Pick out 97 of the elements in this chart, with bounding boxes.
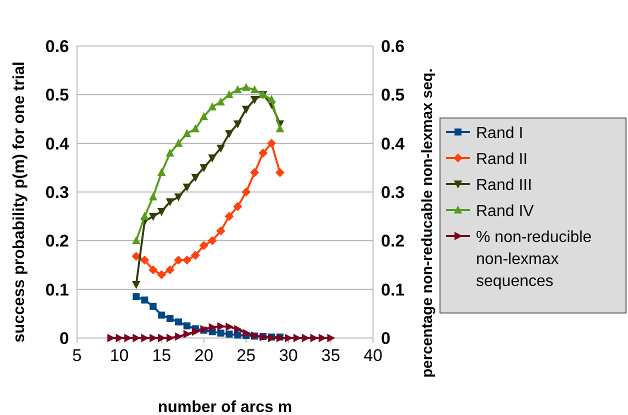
y-tick-label: 0 [60,329,69,348]
point [148,212,158,221]
point [216,97,225,106]
x-axis-title: number of arcs m [158,399,292,415]
point [150,302,157,310]
y-tick-label: 0.2 [45,232,69,251]
point [157,208,166,216]
point [266,138,276,148]
point [166,334,175,342]
point [208,154,217,162]
point [242,106,250,114]
point [200,164,208,172]
point [233,120,242,128]
point [250,96,259,104]
point [158,312,166,319]
point [183,330,192,338]
point [191,124,200,132]
y-axis-title: success probability p(m) for one trial [11,62,28,342]
point [234,332,242,339]
x-tick-label: 5 [72,346,82,365]
point [242,187,251,197]
y-tick-label: 0.3 [45,183,69,202]
point [275,168,285,178]
y-tick-label: 0.1 [45,280,69,300]
point [182,184,192,192]
point [141,296,148,304]
point [242,328,251,338]
point [191,174,200,182]
y2-tick-label: 0.6 [381,37,405,56]
x-tick-label: 40 [364,346,382,365]
point [182,256,192,265]
x-tick-label: 30 [278,346,298,365]
legend-label: Rand IV [476,203,534,220]
point [148,192,158,200]
point [276,124,284,132]
point [226,322,234,332]
y-tick-label: 0.4 [45,134,70,154]
point [174,138,183,147]
y-tick-label: 0.6 [45,37,69,56]
point [225,130,234,138]
point [216,144,225,153]
point [140,212,149,220]
point [327,334,336,342]
y2-tick-label: 0.2 [381,232,405,251]
x-tick-label: 25 [236,346,256,365]
point [242,82,250,91]
x-tick-label: 20 [194,346,214,365]
point [157,270,166,280]
y2-tick-label: 0.4 [381,134,406,154]
y2-tick-label: 0.1 [381,280,405,300]
point [233,85,242,94]
point [157,168,166,176]
point [208,323,217,332]
x-tick-label: 35 [321,346,340,365]
point [183,322,190,330]
point [225,90,234,98]
point [234,325,242,334]
point [132,280,140,290]
point [165,265,175,274]
point [148,265,158,274]
point [166,315,174,322]
point [200,112,208,120]
point [208,236,217,246]
legend-label: Rand II [476,151,528,168]
point [132,236,140,244]
point [224,212,234,221]
point [140,256,150,265]
point [174,332,184,341]
legend-label: Rand III [476,177,532,194]
x-tick-label: 15 [152,346,172,365]
point [258,148,268,158]
legend-label: % non-reducible non-lexmax sequences [476,229,592,290]
point [174,318,182,326]
point [190,250,200,260]
legend-label: Rand I [476,125,524,142]
x-tick-label: 10 [110,346,129,365]
point [174,256,184,265]
y2-axis-title: percentage non-reducable non-lexmax seq. [419,68,436,378]
point [226,330,233,338]
point [233,202,242,212]
point [216,226,226,236]
point [250,168,260,178]
point [217,330,224,337]
point [208,102,217,110]
point [166,148,174,157]
y-tick-label: 0.5 [45,86,69,105]
point [192,327,200,336]
point [250,85,259,94]
point [132,293,140,300]
point [182,129,192,138]
point [267,94,276,104]
point [174,193,183,202]
y2-tick-label: 0.3 [381,183,405,202]
y2-tick-label: 0.5 [381,86,405,105]
y2-tick-label: 0 [381,329,390,348]
point [166,198,174,206]
point [199,240,208,250]
